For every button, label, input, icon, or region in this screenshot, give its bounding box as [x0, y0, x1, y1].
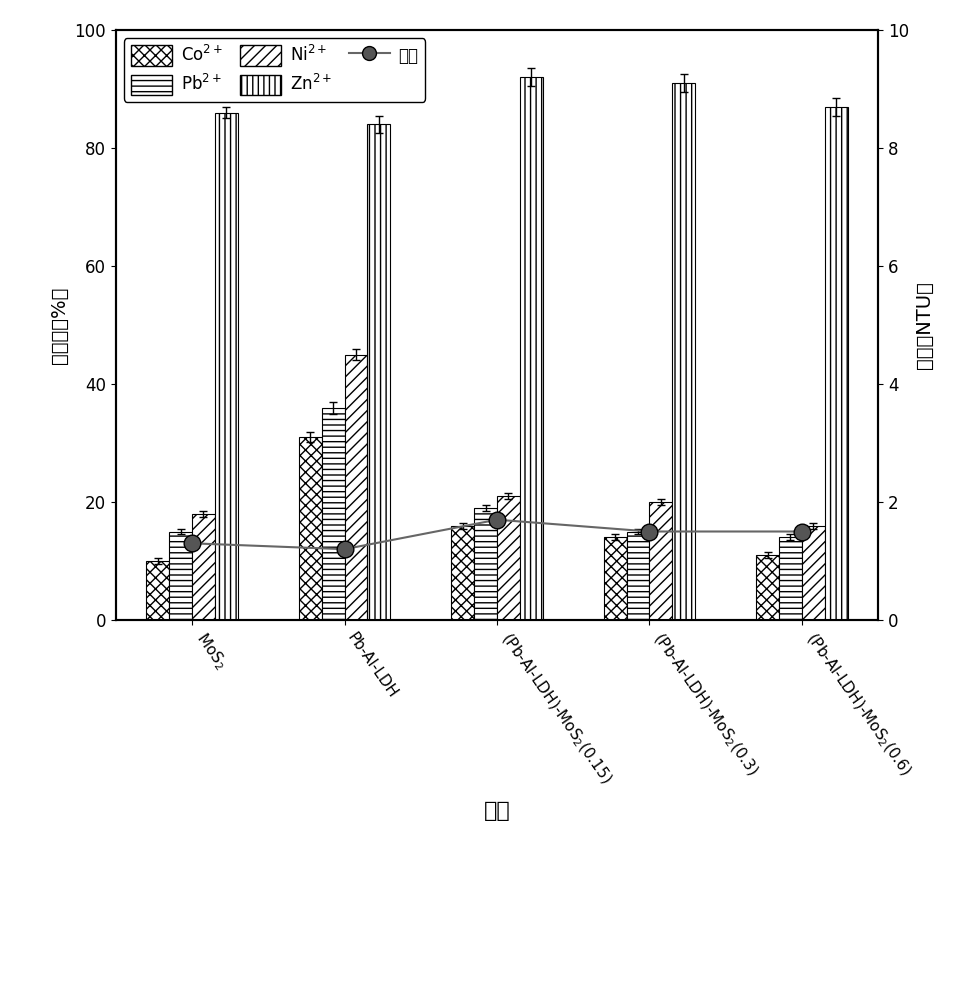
Bar	[779, 537, 802, 620]
Bar	[345, 355, 368, 620]
Bar	[452, 526, 474, 620]
Bar	[169, 532, 192, 620]
Bar	[321, 408, 345, 620]
Bar	[825, 107, 847, 620]
Bar	[215, 113, 237, 620]
Bar	[147, 561, 169, 620]
Y-axis label: 去除率（%）: 去除率（%）	[50, 286, 69, 364]
Y-axis label: 浊度（NTU）: 浊度（NTU）	[915, 281, 933, 369]
Bar	[474, 508, 497, 620]
Bar	[626, 532, 649, 620]
Bar	[802, 526, 825, 620]
Legend: Co$^{2+}$, Pb$^{2+}$, Ni$^{2+}$, Zn$^{2+}$, 浊度: Co$^{2+}$, Pb$^{2+}$, Ni$^{2+}$, Zn$^{2+…	[124, 38, 426, 102]
Bar	[604, 537, 626, 620]
Bar	[757, 555, 779, 620]
Bar	[649, 502, 673, 620]
Bar	[673, 83, 695, 620]
Bar	[192, 514, 215, 620]
Bar	[520, 77, 542, 620]
Bar	[497, 496, 520, 620]
Bar	[368, 124, 390, 620]
Bar	[299, 437, 321, 620]
X-axis label: 类型: 类型	[483, 801, 510, 821]
